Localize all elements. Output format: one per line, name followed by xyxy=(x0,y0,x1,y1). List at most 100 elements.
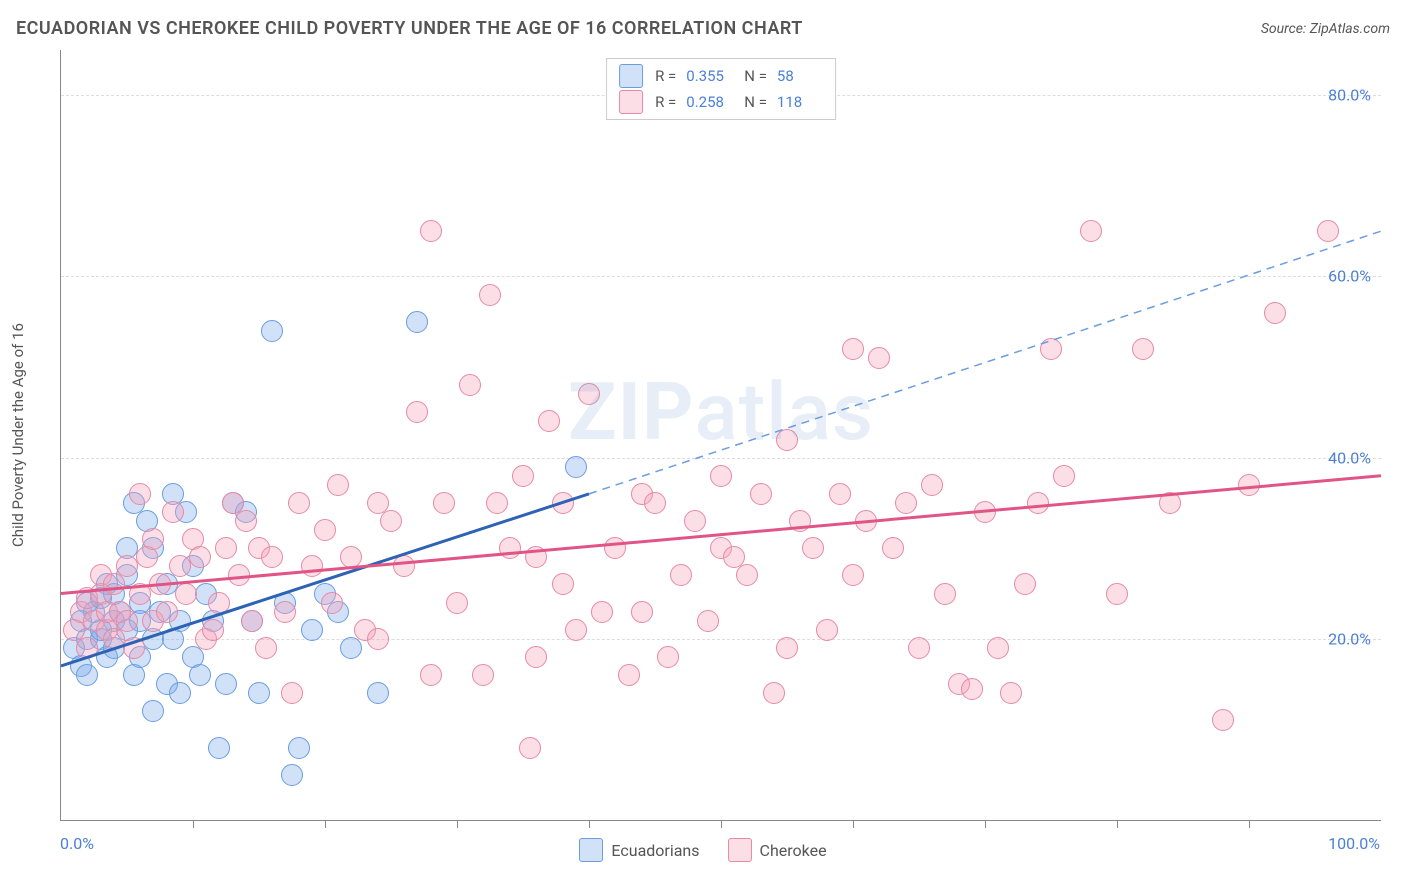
scatter-point-cherokee xyxy=(327,474,349,496)
scatter-point-cherokee xyxy=(1053,465,1075,487)
legend-label-cherokee: Cherokee xyxy=(760,841,827,860)
r-label: R = xyxy=(655,93,676,111)
y-tick-label: 20.0% xyxy=(1328,629,1371,648)
scatter-point-cherokee xyxy=(1014,573,1036,595)
scatter-point-cherokee xyxy=(644,492,666,514)
scatter-point-cherokee xyxy=(123,637,145,659)
legend-swatch-ecuadorians xyxy=(579,838,603,862)
scatter-point-ecuadorians xyxy=(281,764,303,786)
y-tick-label: 80.0% xyxy=(1328,86,1371,105)
scatter-point-cherokee xyxy=(519,737,541,759)
x-tick xyxy=(589,820,590,828)
scatter-point-ecuadorians xyxy=(248,682,270,704)
scatter-point-cherokee xyxy=(842,564,864,586)
scatter-point-cherokee xyxy=(657,646,679,668)
scatter-point-cherokee xyxy=(525,646,547,668)
y-tick-label: 40.0% xyxy=(1328,448,1371,467)
scatter-point-ecuadorians xyxy=(142,700,164,722)
scatter-point-cherokee xyxy=(802,537,824,559)
scatter-point-cherokee xyxy=(162,501,184,523)
legend-swatch-cherokee xyxy=(728,838,752,862)
x-tick xyxy=(1117,820,1118,828)
scatter-point-cherokee xyxy=(789,510,811,532)
scatter-point-ecuadorians xyxy=(301,619,323,641)
scatter-point-cherokee xyxy=(1106,583,1128,605)
scatter-point-ecuadorians xyxy=(169,682,191,704)
scatter-point-cherokee xyxy=(1000,682,1022,704)
scatter-point-cherokee xyxy=(241,610,263,632)
scatter-point-cherokee xyxy=(1317,220,1339,242)
scatter-point-cherokee xyxy=(116,610,138,632)
scatter-point-cherokee xyxy=(175,583,197,605)
scatter-point-cherokee xyxy=(552,573,574,595)
gridline-h xyxy=(61,458,1381,459)
x-tick xyxy=(457,820,458,828)
scatter-point-cherokee xyxy=(565,619,587,641)
scatter-point-cherokee xyxy=(446,592,468,614)
scatter-point-cherokee xyxy=(552,492,574,514)
x-tick xyxy=(853,820,854,828)
scatter-point-cherokee xyxy=(961,678,983,700)
scatter-point-ecuadorians xyxy=(565,456,587,478)
x-tick-label-right: 100.0% xyxy=(1328,834,1380,853)
scatter-point-ecuadorians xyxy=(288,737,310,759)
scatter-point-cherokee xyxy=(103,628,125,650)
scatter-point-cherokee xyxy=(314,519,336,541)
scatter-point-cherokee xyxy=(1159,492,1181,514)
scatter-point-cherokee xyxy=(479,284,501,306)
scatter-point-cherokee xyxy=(684,510,706,532)
trend-lines xyxy=(61,50,1381,820)
scatter-point-cherokee xyxy=(406,401,428,423)
scatter-point-cherokee xyxy=(631,601,653,623)
trend-line-dashed-ecuadorians xyxy=(589,231,1381,494)
chart-title: ECUADORIAN VS CHEROKEE CHILD POVERTY UND… xyxy=(16,18,803,39)
scatter-point-cherokee xyxy=(367,628,389,650)
scatter-point-cherokee xyxy=(129,483,151,505)
scatter-point-cherokee xyxy=(763,682,785,704)
scatter-point-cherokee xyxy=(321,592,343,614)
n-label: N = xyxy=(744,67,767,85)
legend-item-cherokee: Cherokee xyxy=(728,838,827,862)
scatter-point-cherokee xyxy=(697,610,719,632)
scatter-point-cherokee xyxy=(908,637,930,659)
scatter-point-cherokee xyxy=(169,555,191,577)
n-value-ecuadorians: 58 xyxy=(777,67,823,85)
scatter-point-cherokee xyxy=(420,220,442,242)
scatter-point-ecuadorians xyxy=(189,664,211,686)
r-label: R = xyxy=(655,67,676,85)
source-label: Source: ZipAtlas.com xyxy=(1261,21,1390,37)
watermark-zip: ZIP xyxy=(568,365,695,459)
scatter-point-cherokee xyxy=(380,510,402,532)
scatter-point-cherokee xyxy=(578,383,600,405)
r-value-cherokee: 0.258 xyxy=(686,93,732,111)
scatter-point-cherokee xyxy=(472,664,494,686)
n-value-cherokee: 118 xyxy=(777,93,823,111)
x-tick xyxy=(1249,820,1250,828)
y-axis-title: Child Poverty Under the Age of 16 xyxy=(9,323,27,547)
scatter-point-cherokee xyxy=(202,619,224,641)
legend-series: EcuadoriansCherokee xyxy=(0,838,1406,862)
trend-line-cherokee xyxy=(61,476,1381,594)
scatter-point-cherokee xyxy=(855,510,877,532)
scatter-point-ecuadorians xyxy=(406,311,428,333)
scatter-point-cherokee xyxy=(736,564,758,586)
scatter-point-cherokee xyxy=(189,546,211,568)
scatter-point-cherokee xyxy=(116,555,138,577)
scatter-point-cherokee xyxy=(1132,338,1154,360)
gridline-h xyxy=(61,276,1381,277)
scatter-point-cherokee xyxy=(1238,474,1260,496)
scatter-point-cherokee xyxy=(842,338,864,360)
scatter-point-cherokee xyxy=(393,555,415,577)
scatter-point-cherokee xyxy=(1264,302,1286,324)
legend-stats: R =0.355N =58R =0.258N =118 xyxy=(606,58,836,120)
scatter-point-cherokee xyxy=(235,510,257,532)
scatter-point-cherokee xyxy=(288,492,310,514)
scatter-point-cherokee xyxy=(255,637,277,659)
scatter-point-ecuadorians xyxy=(76,664,98,686)
scatter-point-cherokee xyxy=(895,492,917,514)
scatter-point-cherokee xyxy=(974,501,996,523)
legend-stat-row-ecuadorians: R =0.355N =58 xyxy=(619,63,823,89)
scatter-point-cherokee xyxy=(591,601,613,623)
scatter-point-cherokee xyxy=(776,637,798,659)
scatter-point-cherokee xyxy=(274,601,296,623)
